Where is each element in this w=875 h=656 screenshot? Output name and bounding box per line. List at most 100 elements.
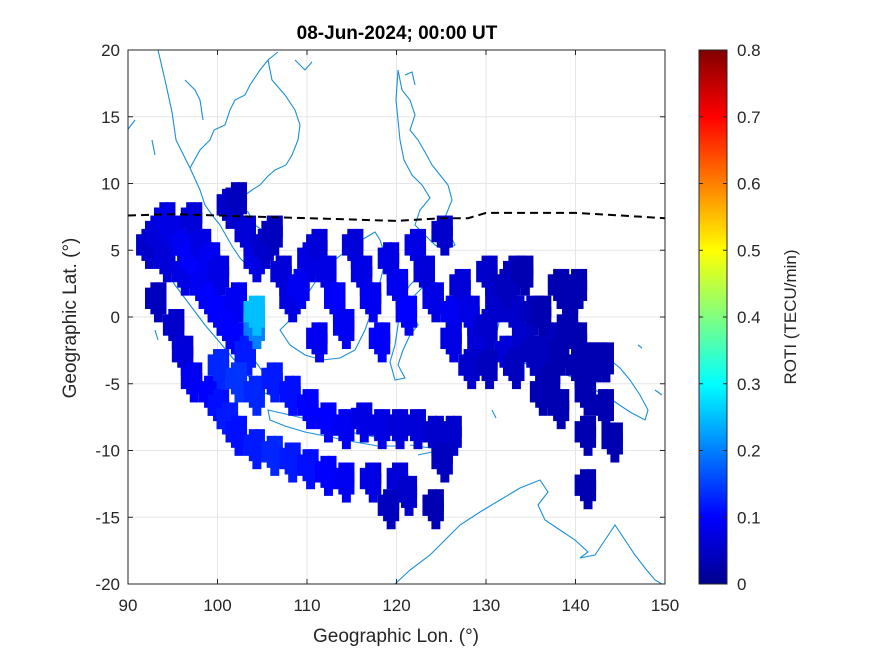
roti-tile xyxy=(220,349,230,371)
roti-tile xyxy=(392,268,401,291)
roti-tile xyxy=(288,274,298,296)
roti-tile xyxy=(261,441,271,463)
roti-tile xyxy=(440,327,450,350)
roti-tile xyxy=(153,300,163,323)
roti-tile xyxy=(162,220,172,243)
roti-tile xyxy=(520,341,530,363)
roti-tile xyxy=(592,347,602,370)
roti-tile xyxy=(145,247,154,269)
roti-tile xyxy=(368,481,378,503)
roti-tile xyxy=(175,308,185,331)
roti-tile xyxy=(315,341,325,363)
roti-tile xyxy=(338,308,348,331)
roti-tile xyxy=(544,322,554,344)
roti-tile xyxy=(168,215,178,237)
roti-tile xyxy=(324,287,333,309)
roti-tile xyxy=(282,255,292,277)
y-tick-label: -20 xyxy=(95,575,120,594)
roti-tile xyxy=(341,427,351,450)
roti-tile xyxy=(243,381,253,403)
y-axis-label: Geographic Lat. (°) xyxy=(60,238,81,399)
roti-tile xyxy=(601,407,611,430)
roti-tile xyxy=(409,409,419,431)
roti-tile xyxy=(225,327,235,350)
roti-tile xyxy=(485,274,495,296)
roti-tile xyxy=(171,260,181,283)
roti-tile xyxy=(238,282,248,304)
roti-tile xyxy=(189,260,199,283)
roti-tile xyxy=(535,349,545,371)
roti-tile xyxy=(583,361,593,383)
roti-tile xyxy=(560,268,570,291)
roti-tile xyxy=(574,421,584,443)
roti-tile xyxy=(153,207,163,229)
roti-tile xyxy=(535,375,545,398)
roti-tile xyxy=(211,282,221,304)
roti-tile xyxy=(413,247,423,269)
roti-tile xyxy=(311,322,321,344)
roti-tile xyxy=(202,228,212,251)
roti-tile xyxy=(327,455,337,478)
roti-tile xyxy=(266,435,276,458)
roti-tile xyxy=(359,274,369,296)
roti-tile xyxy=(470,295,480,317)
roti-tile xyxy=(177,228,187,251)
roti-tile xyxy=(306,234,316,256)
roti-tile xyxy=(458,354,468,376)
roti-tile xyxy=(184,228,194,251)
y-tick-label: 0 xyxy=(111,308,120,327)
roti-tile xyxy=(386,467,396,490)
roti-tile xyxy=(445,295,455,317)
roti-tile xyxy=(166,242,176,264)
roti-tile xyxy=(547,394,557,416)
roti-tile xyxy=(359,287,369,309)
roti-tile xyxy=(345,462,355,484)
roti-tile xyxy=(606,422,616,444)
roti-tile xyxy=(529,314,539,336)
roti-tile xyxy=(204,242,214,264)
roti-tile xyxy=(408,475,418,498)
roti-tile xyxy=(449,341,459,363)
roti-tile xyxy=(338,462,348,484)
roti-tile xyxy=(506,335,516,358)
roti-tile xyxy=(553,389,563,411)
roti-tile xyxy=(417,409,427,431)
roti-tile xyxy=(255,375,265,398)
colorbar-ticks xyxy=(699,49,727,585)
roti-tile xyxy=(279,274,289,296)
roti-tile xyxy=(404,234,414,256)
roti-tile xyxy=(318,228,328,251)
roti-tile xyxy=(238,415,248,438)
roti-tile xyxy=(318,322,328,344)
roti-tile xyxy=(229,402,239,424)
roti-tile xyxy=(605,389,614,411)
roti-tile xyxy=(533,335,543,358)
roti-tile xyxy=(211,242,221,264)
roti-tile xyxy=(494,274,504,296)
roti-tile xyxy=(213,295,222,317)
roti-tile xyxy=(452,295,462,317)
roti-tile xyxy=(359,421,369,443)
x-tick-label: 100 xyxy=(203,596,231,615)
roti-tile xyxy=(556,314,566,336)
roti-tile xyxy=(186,202,196,224)
coastline-australia xyxy=(394,479,663,584)
roti-tile xyxy=(418,255,428,277)
roti-tile xyxy=(275,255,285,277)
roti-tile xyxy=(461,268,471,291)
roti-tile xyxy=(485,287,495,309)
roti-tile xyxy=(503,354,512,376)
roti-tile xyxy=(162,314,172,336)
roti-tile xyxy=(166,202,176,224)
roti-tile xyxy=(481,308,491,331)
roti-tile xyxy=(542,349,552,371)
roti-tile xyxy=(216,314,226,336)
roti-tile xyxy=(553,335,563,358)
roti-tile xyxy=(404,314,414,336)
roti-tile xyxy=(180,274,190,296)
roti-tile xyxy=(383,489,393,511)
roti-tile xyxy=(511,274,521,296)
roti-tile xyxy=(538,394,548,416)
roti-tile xyxy=(535,295,545,317)
roti-tile xyxy=(338,409,348,431)
